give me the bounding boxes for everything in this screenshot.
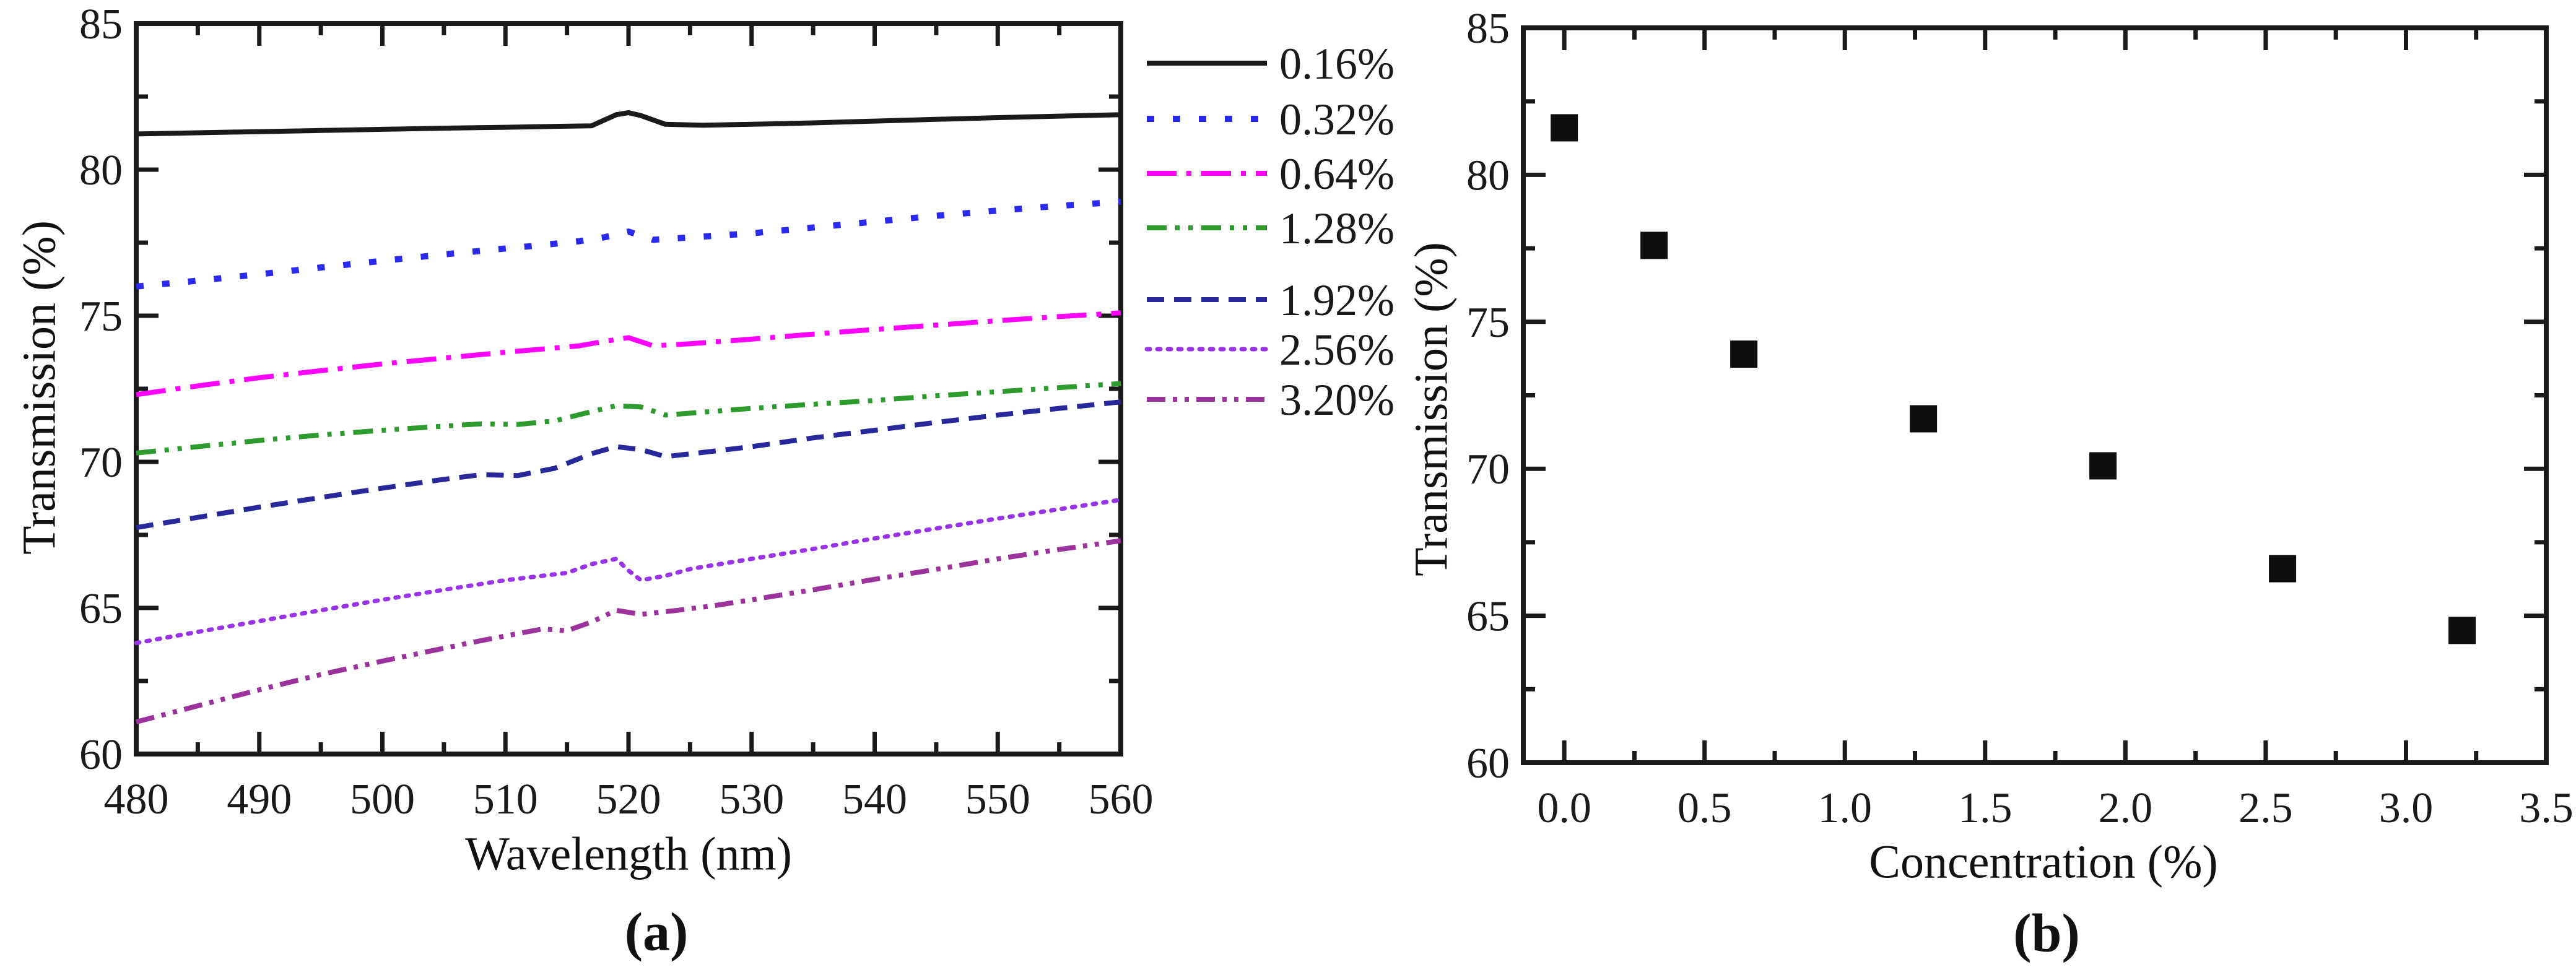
scatter-point [2089, 452, 2117, 480]
x-tick-label: 1.0 [1818, 784, 1873, 832]
legend-label-0.64%: 0.64% [1279, 149, 1395, 199]
y-tick-label: 85 [79, 1, 123, 48]
x-tick-label: 550 [965, 776, 1030, 823]
panel-b-points [1551, 114, 2476, 644]
panel-b-y-axis-title: Transmission (%) [1405, 242, 1458, 576]
scatter-point [1640, 232, 1668, 259]
scatter-point [2269, 555, 2297, 583]
x-tick-label: 3.5 [2519, 784, 2574, 832]
y-tick-label: 75 [1466, 299, 1510, 347]
x-tick-label: 2.0 [2099, 784, 2153, 832]
x-tick-label: 3.0 [2379, 784, 2434, 832]
series-line-0.16% [136, 110, 1121, 137]
x-tick-label: 2.5 [2239, 784, 2293, 832]
y-tick-label: 70 [79, 439, 123, 487]
y-tick-label: 65 [79, 585, 123, 633]
x-tick-label: 500 [350, 776, 415, 823]
series-line-1.92% [136, 399, 1121, 531]
series-line-1.28% [136, 381, 1121, 456]
x-tick-label: 520 [596, 776, 661, 823]
y-tick-label: 60 [1466, 740, 1510, 787]
y-tick-label: 80 [79, 147, 123, 194]
scatter-point [1551, 114, 1578, 142]
x-tick-label: 560 [1089, 776, 1154, 823]
panel-a-axes: 480 490 500 510 520 530 540 550 560 60 65 70 75 80 85 [79, 1, 1154, 823]
series-line-2.56% [134, 497, 1123, 646]
panel-b-x-axis-title: Concentration (%) [1869, 836, 2218, 888]
y-tick-label: 60 [79, 731, 123, 779]
scatter-point [1910, 405, 1938, 433]
y-tick-label: 70 [1466, 446, 1510, 493]
series-line-0.64% [136, 310, 1121, 397]
x-tick-label: 510 [473, 776, 538, 823]
x-tick-label: 0.0 [1537, 784, 1591, 832]
series-line-3.20% [135, 538, 1121, 724]
legend-label-1.92%: 1.92% [1279, 275, 1395, 325]
legend-label-2.56%: 2.56% [1279, 325, 1395, 375]
x-tick-label: 530 [719, 776, 784, 823]
legend-label-3.20%: 3.20% [1279, 375, 1395, 425]
x-tick-label: 0.5 [1677, 784, 1732, 832]
panel-a-letter-label: (a) [624, 902, 689, 963]
scatter-point [2448, 617, 2476, 644]
x-tick-label: 480 [104, 776, 169, 823]
y-tick-label: 65 [1466, 593, 1510, 641]
plot-frame [1521, 25, 2549, 765]
x-tick-label: 1.5 [1958, 784, 2012, 832]
legend-label-1.28%: 1.28% [1279, 204, 1395, 253]
y-tick-label: 75 [79, 293, 123, 340]
legend-label-0.32%: 0.32% [1279, 95, 1395, 144]
x-tick-label: 490 [227, 776, 292, 823]
panel-a-x-axis-title: Wavelength (nm) [465, 828, 792, 880]
panel-b-letter-label: (b) [2013, 903, 2080, 964]
series-line-0.32% [136, 198, 1121, 290]
y-tick-label: 85 [1466, 5, 1510, 53]
x-tick-label: 540 [842, 776, 907, 823]
scatter-point [1730, 340, 1758, 368]
panel-b-axes: 0.0 0.5 1.0 1.5 2.0 2.5 3.0 3.5 60 65 70 75 80 85 [1466, 5, 2574, 832]
panel-a-series [134, 110, 1123, 724]
panel-a-legend: 0.16% 0.32% 0.64% 1.28% 1.92%2.56%3.20% [1144, 39, 1395, 425]
panel-a-y-axis-title: Transmission (%) [13, 220, 66, 555]
legend-label-0.16%: 0.16% [1279, 39, 1395, 89]
y-tick-label: 80 [1466, 152, 1510, 199]
